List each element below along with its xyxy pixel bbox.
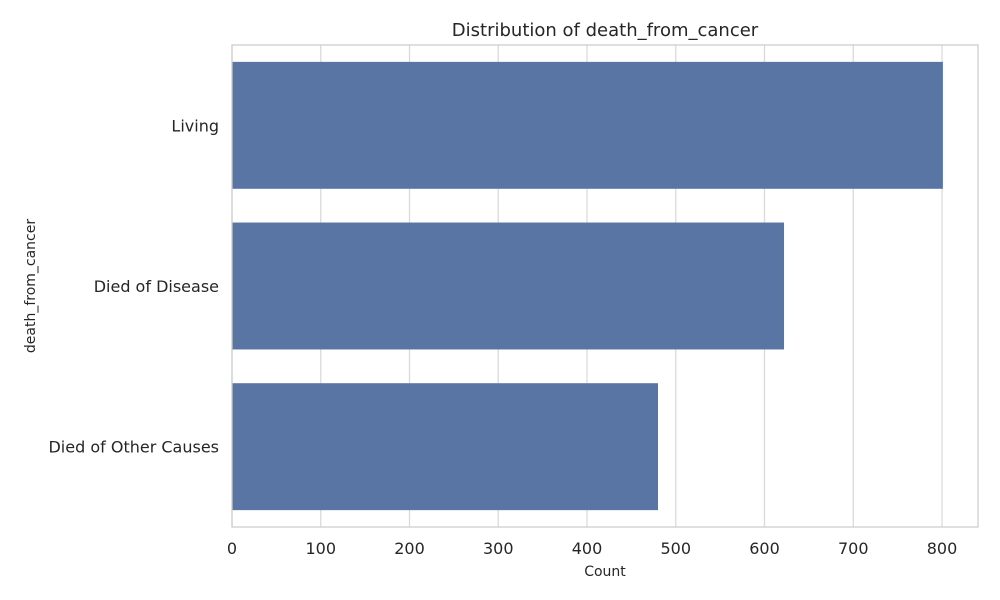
- x-tick-label: 500: [660, 539, 691, 558]
- category-label: Died of Disease: [94, 277, 219, 296]
- plot-frame: [231, 44, 979, 528]
- x-tick-label: 100: [305, 539, 336, 558]
- bar: [232, 222, 785, 350]
- category-label: Living: [171, 116, 219, 135]
- x-tick-label: 200: [394, 539, 425, 558]
- bar: [232, 383, 658, 511]
- x-tick-labels: 0 100 200 300 400 500 600 700 800: [227, 539, 957, 558]
- x-tick-label: 600: [749, 539, 780, 558]
- bar: [232, 61, 943, 189]
- x-tick-label: 0: [227, 539, 237, 558]
- bars: [232, 61, 943, 511]
- x-axis-label: Count: [584, 564, 626, 580]
- chart-title: Distribution of death_from_cancer: [452, 20, 759, 41]
- y-axis-label: death_from_cancer: [23, 219, 39, 353]
- x-tick-label: 300: [483, 539, 514, 558]
- x-tick-label: 800: [927, 539, 958, 558]
- category-label: Died of Other Causes: [48, 438, 219, 457]
- x-tick-label: 400: [572, 539, 603, 558]
- category-labels: Living Died of Disease Died of Other Cause…: [48, 116, 219, 456]
- x-tick-label: 700: [838, 539, 869, 558]
